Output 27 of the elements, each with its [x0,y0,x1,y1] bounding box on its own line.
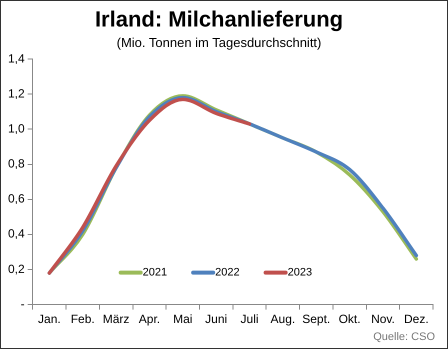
x-tick-label: Juni [205,312,228,326]
x-tick-label: Mai [173,312,192,326]
x-tick-label: März [102,312,130,326]
x-tick-label: Nov. [371,312,395,326]
y-tick-label: 1,2 [8,86,25,100]
chart-title: Irland: Milchanlieferung [94,6,344,32]
source-note: Quelle: CSO [373,331,436,343]
line-series [48,98,252,275]
x-tick-label: Juli [240,312,259,326]
chart-subtitle: (Mio. Tonnen im Tagesdurchschnitt) [116,34,322,50]
y-tick-label: 0,6 [8,192,25,206]
y-tick-label: 0,2 [8,262,25,276]
x-tick-label: Sept. [302,312,330,326]
x-tick-label: Aug. [270,312,296,326]
legend-label: 2021 [142,266,168,279]
y-tick-label: 0,4 [8,226,25,241]
x-tick-label: Apr. [138,312,160,326]
x-tick-label: Feb. [70,312,95,326]
x-tick-label: Jan. [38,312,61,326]
y-tick-label: 1,0 [8,121,25,136]
legend-label: 2022 [215,266,240,279]
y-tick-label: - [20,296,25,311]
x-tick-label: Okt. [338,312,361,326]
x-tick-label: Dez. [404,312,429,326]
y-tick-label: 1,4 [8,51,25,66]
legend-label: 2023 [288,266,312,279]
y-tick-label: 0,8 [8,156,25,171]
